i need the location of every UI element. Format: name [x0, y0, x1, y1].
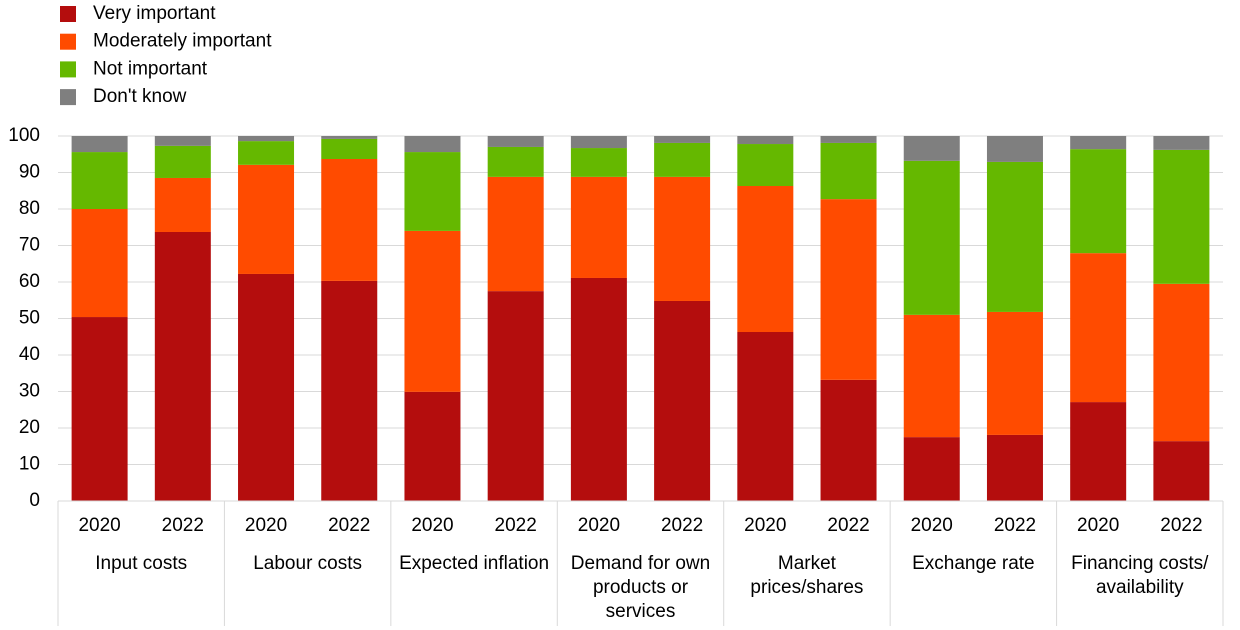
bar-segment	[71, 317, 128, 501]
x-tick-label: 2020	[578, 515, 620, 536]
bar-segment	[487, 176, 544, 292]
y-tick-label: 30	[19, 381, 40, 402]
bar-segment	[820, 379, 877, 501]
x-tick-label: 2022	[827, 515, 869, 536]
bar-segment	[654, 300, 711, 501]
x-tick-label: 2020	[411, 515, 453, 536]
bar-segment	[238, 164, 295, 274]
group-label: Labour costs	[253, 553, 363, 574]
bar-segment	[71, 136, 128, 153]
bar-segment	[71, 152, 128, 209]
bar-segment	[986, 434, 1043, 501]
bar-segment	[737, 186, 794, 333]
bar-segment	[1153, 136, 1210, 150]
bar-segment	[1070, 253, 1127, 403]
bar-segment	[1153, 149, 1210, 284]
bar-segment	[1070, 402, 1127, 501]
bar-segment	[1070, 149, 1127, 254]
bar-segment	[238, 136, 295, 142]
legend-swatch	[60, 6, 76, 22]
legend-label: Very important	[93, 3, 216, 24]
bar-segment	[737, 136, 794, 145]
x-tick-label: 2022	[994, 515, 1036, 536]
x-tick-label: 2020	[1077, 515, 1119, 536]
bar-segment	[570, 176, 627, 278]
bar-segment	[1070, 136, 1127, 150]
y-tick-label: 80	[19, 198, 40, 219]
bar-segment	[570, 148, 627, 177]
bar-segment	[820, 136, 877, 143]
bar-segment	[154, 177, 211, 232]
bar-segment	[820, 199, 877, 380]
bar-segment	[570, 277, 627, 501]
x-tick-label: 2022	[495, 515, 537, 536]
bar-segment	[238, 273, 295, 501]
x-tick-label: 2020	[911, 515, 953, 536]
bar-segment	[71, 209, 128, 318]
bar-segment	[903, 160, 960, 315]
bar-segment	[820, 142, 877, 200]
legend-label: Moderately important	[93, 31, 272, 52]
bar-segment	[654, 136, 711, 143]
bar-segment	[404, 152, 461, 231]
group-label: Market prices/shares	[750, 553, 864, 598]
bar-segment	[986, 311, 1043, 435]
bar-segment	[321, 280, 378, 501]
bar-segment	[404, 391, 461, 501]
group-label: Demand for own products or services	[570, 553, 711, 622]
bar-segment	[154, 231, 211, 501]
bar-segment	[487, 146, 544, 177]
bar-segment	[654, 142, 711, 177]
bar-segment	[238, 141, 295, 165]
bar-segment	[737, 332, 794, 501]
group-label: Exchange rate	[912, 553, 1035, 574]
bar-segment	[487, 291, 544, 501]
bar-segment	[487, 136, 544, 147]
bar-segment	[986, 136, 1043, 162]
group-label: Expected inflation	[399, 553, 550, 574]
bar-segment	[321, 136, 378, 139]
group-label: Financing costs/ availability	[1071, 553, 1209, 598]
bar-segment	[321, 138, 378, 159]
y-tick-label: 100	[8, 125, 40, 146]
x-tick-label: 2020	[245, 515, 287, 536]
legend-swatch	[60, 61, 76, 78]
bar-segment	[654, 176, 711, 301]
bar-segment	[404, 230, 461, 392]
bar-segment	[903, 437, 960, 501]
x-tick-label: 2022	[162, 515, 204, 536]
bar-segment	[986, 161, 1043, 312]
y-tick-label: 20	[19, 417, 40, 438]
y-tick-label: 90	[19, 162, 40, 183]
y-tick-label: 60	[19, 271, 40, 292]
x-tick-label: 2022	[328, 515, 370, 536]
bar-segment	[903, 314, 960, 438]
bar-segment	[903, 136, 960, 161]
x-tick-label: 2020	[78, 515, 120, 536]
legend-label: Don't know	[93, 86, 187, 107]
bar-segment	[570, 136, 627, 149]
legend-swatch	[60, 89, 76, 106]
legend-swatch	[60, 33, 76, 50]
bar-segment	[737, 144, 794, 187]
group-label: Input costs	[95, 553, 188, 574]
bar-segment	[1153, 283, 1210, 442]
bar-segment	[154, 136, 211, 146]
bar-segment	[404, 136, 461, 153]
legend-label: Not important	[93, 58, 208, 79]
y-tick-label: 40	[19, 344, 40, 365]
y-tick-label: 10	[19, 454, 40, 475]
x-tick-label: 2020	[744, 515, 786, 536]
bar-segment	[1153, 441, 1210, 501]
x-tick-label: 2022	[1160, 515, 1202, 536]
x-tick-label: 2022	[661, 515, 703, 536]
y-tick-label: 50	[19, 308, 40, 329]
bar-segment	[321, 158, 378, 281]
y-tick-label: 0	[29, 490, 40, 511]
y-tick-label: 70	[19, 235, 40, 256]
bar-segment	[154, 145, 211, 178]
